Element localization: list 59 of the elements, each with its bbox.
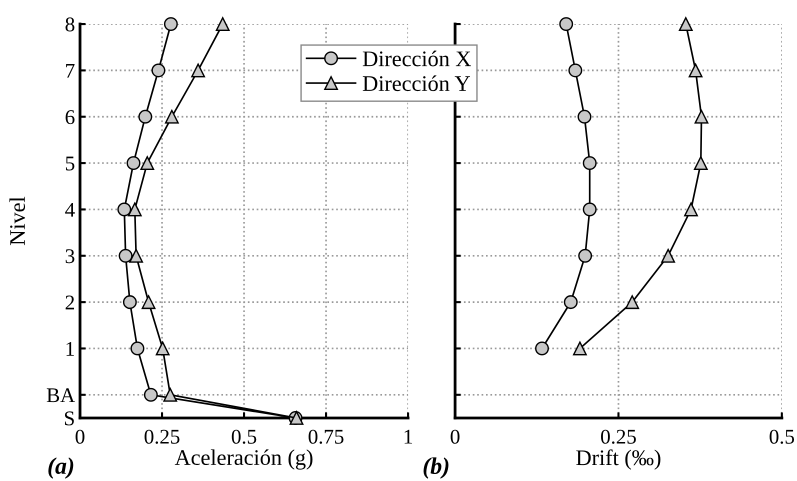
point: [129, 248, 144, 263]
x-tick-label: 0.5: [770, 430, 794, 444]
x-tick-label: 0.25: [601, 430, 636, 444]
point: [128, 202, 142, 216]
x-tick-label: 1: [404, 430, 412, 444]
point: [122, 295, 137, 310]
point: [142, 295, 156, 310]
x-tick-label: 0: [450, 430, 460, 444]
y-tick-label: 5: [66, 156, 74, 171]
y-tick-label: 4: [65, 202, 75, 217]
x-tick-label: 0.5: [232, 430, 256, 444]
point: [568, 63, 582, 78]
point: [535, 342, 549, 356]
x-tick-label: 0: [76, 430, 84, 444]
x-tick-label: 0.25: [144, 430, 180, 444]
point: [138, 110, 152, 124]
point: [661, 248, 676, 263]
y-tick-label: S: [64, 411, 74, 426]
point: [156, 342, 170, 356]
point: [694, 110, 708, 124]
point: [144, 388, 158, 402]
point: [164, 17, 178, 31]
point: [140, 156, 154, 170]
point: [216, 17, 230, 31]
text: (a): [48, 457, 74, 479]
x-tick-label: 0.75: [308, 430, 344, 444]
text: (b): [424, 457, 448, 479]
x-axis-title: Aceleración (g): [174, 449, 312, 470]
point: [578, 110, 592, 124]
point: [163, 388, 178, 402]
y-tick-label: 1: [66, 342, 74, 356]
legend-label: Dirección X: [362, 50, 471, 66]
point: [564, 295, 578, 310]
point: [688, 63, 703, 78]
x-axis-title: Drift (‰): [576, 449, 660, 470]
point: [694, 156, 708, 170]
point: [625, 295, 640, 310]
point: [130, 342, 144, 356]
point: [117, 202, 132, 216]
point: [164, 110, 179, 124]
point: [578, 248, 592, 263]
point: [678, 17, 693, 31]
y-tick-label: 2: [66, 296, 74, 310]
point: [582, 156, 597, 170]
y-axis-title: Nivel: [9, 196, 26, 246]
point: [151, 63, 166, 78]
y-tick-label: 7: [66, 64, 75, 78]
y-tick-label: BA: [46, 388, 76, 402]
point: [572, 342, 587, 356]
y-tick-label: 3: [66, 249, 74, 264]
y-tick-label: 6: [66, 110, 75, 124]
point: [684, 202, 698, 216]
point: [118, 248, 133, 263]
legend-label: Dirección Y: [362, 75, 470, 92]
point: [582, 202, 597, 216]
point: [559, 17, 574, 31]
point: [191, 63, 206, 78]
point: [126, 156, 140, 170]
y-tick-label: 8: [66, 17, 74, 32]
